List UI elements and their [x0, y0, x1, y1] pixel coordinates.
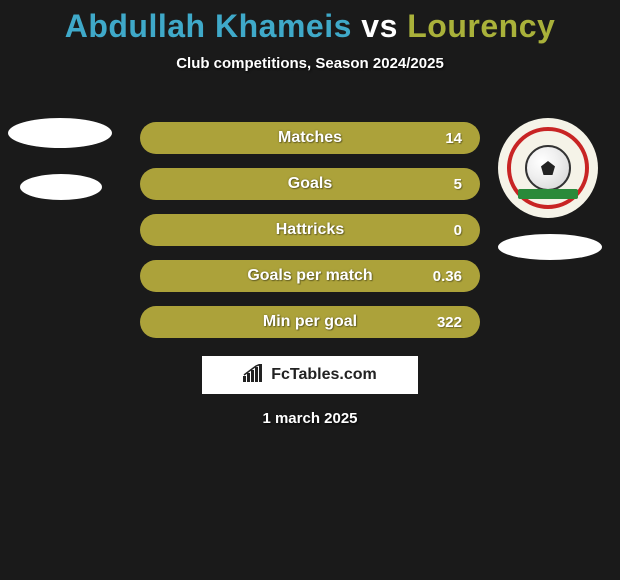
- left-ellipse-1: [8, 118, 112, 148]
- stat-row-matches: Matches 14: [140, 122, 480, 154]
- stat-row-goals-per-match: Goals per match 0.36: [140, 260, 480, 292]
- stat-label: Goals per match: [247, 267, 372, 285]
- stat-value-right: 322: [437, 314, 462, 331]
- stat-label: Min per goal: [263, 313, 357, 331]
- stat-row-hattricks: Hattricks 0: [140, 214, 480, 246]
- stat-value-right: 0.36: [433, 268, 462, 285]
- watermark: FcTables.com: [202, 356, 418, 394]
- stat-value-right: 0: [454, 222, 462, 239]
- page-title: Abdullah Khameis vs Lourency: [0, 0, 620, 45]
- footer-date: 1 march 2025: [0, 410, 620, 427]
- stat-value-right: 14: [445, 130, 462, 147]
- watermark-text: FcTables.com: [271, 366, 377, 384]
- club-crest: [498, 118, 598, 218]
- right-ellipse: [498, 234, 602, 260]
- stat-row-goals: Goals 5: [140, 168, 480, 200]
- stat-label: Hattricks: [276, 221, 344, 239]
- right-player-badges: [498, 118, 602, 260]
- title-player1: Abdullah Khameis: [65, 8, 352, 44]
- stat-value-right: 5: [454, 176, 462, 193]
- stats-bars: Matches 14 Goals 5 Hattricks 0 Goals per…: [140, 122, 480, 352]
- chart-bars-icon: [243, 364, 265, 387]
- stat-label: Goals: [288, 175, 332, 193]
- title-player2: Lourency: [407, 8, 555, 44]
- title-vs: vs: [352, 8, 407, 44]
- left-player-badges: [8, 118, 112, 200]
- club-crest-ribbon: [518, 189, 578, 199]
- club-crest-ring: [507, 127, 589, 209]
- subtitle: Club competitions, Season 2024/2025: [0, 55, 620, 72]
- stat-row-min-per-goal: Min per goal 322: [140, 306, 480, 338]
- left-ellipse-2: [20, 174, 102, 200]
- stat-label: Matches: [278, 129, 342, 147]
- club-crest-ball-icon: [525, 145, 571, 191]
